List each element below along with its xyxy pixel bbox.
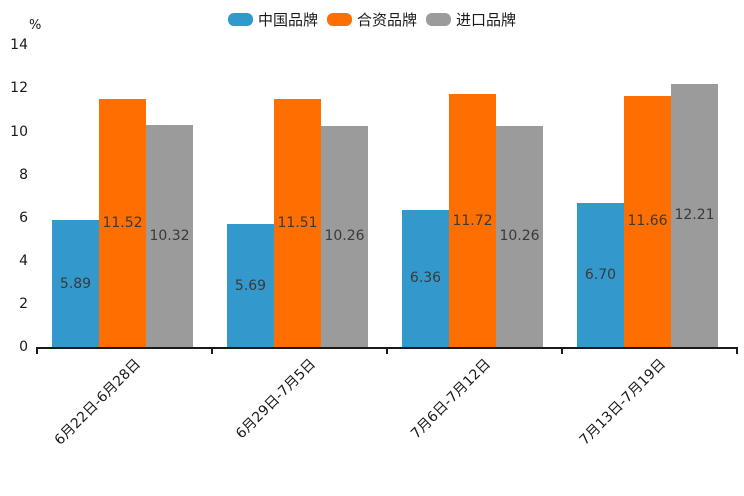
legend-item: 进口品牌 [426, 9, 516, 30]
y-axis-tick-label: 2 [19, 295, 28, 312]
y-axis-tick-label: 14 [10, 37, 28, 54]
legend-swatch [326, 13, 352, 26]
x-axis-tick [386, 349, 388, 354]
bar: 11.66 [624, 95, 671, 347]
legend: 中国品牌 合资品牌 进口品牌 [0, 9, 744, 30]
bar-value-label: 6.70 [584, 266, 617, 283]
x-axis-tick [561, 349, 563, 354]
x-axis-label: 6月29日-7月5日 [232, 356, 319, 443]
x-axis-tick [736, 349, 738, 354]
legend-item: 合资品牌 [326, 9, 417, 30]
y-axis-tick-label: 0 [19, 339, 28, 355]
bar-value-label: 5.69 [234, 277, 267, 294]
bar-value-label: 10.26 [324, 228, 365, 245]
bar: 5.69 [227, 224, 274, 347]
y-axis-tick-label: 6 [19, 209, 28, 226]
x-axis-label: 7月6日-7月12日 [407, 356, 494, 443]
bar-value-label: 11.72 [452, 212, 493, 229]
bar-value-label: 11.51 [277, 214, 318, 231]
x-axis-tick [211, 349, 213, 354]
bar: 10.26 [321, 125, 368, 347]
bar: 11.72 [449, 94, 496, 347]
bar: 11.51 [274, 98, 321, 347]
bar: 10.26 [496, 125, 543, 347]
legend-item-label: 合资品牌 [356, 11, 417, 29]
bar-value-label: 11.52 [102, 214, 143, 231]
bar-value-label: 5.89 [59, 275, 92, 292]
legend-swatch [426, 13, 451, 26]
y-axis-tick-label: 4 [19, 252, 28, 269]
bar-value-label: 6.36 [409, 270, 442, 287]
bar-value-label: 12.21 [674, 207, 715, 224]
bar-value-label: 11.66 [627, 213, 668, 230]
bar: 10.32 [146, 124, 193, 347]
bar-value-label: 10.26 [499, 228, 540, 245]
y-axis-tick-label: 8 [19, 166, 28, 183]
bar: 5.89 [52, 220, 99, 347]
bar: 11.52 [99, 98, 146, 347]
y-axis-unit-label: % [29, 18, 42, 33]
legend-item: 中国品牌 [227, 9, 318, 30]
legend-swatch [227, 13, 253, 26]
y-axis-tick-label: 12 [10, 80, 28, 97]
bar: 12.21 [671, 83, 718, 347]
x-axis-label: 6月22日-6月28日 [51, 356, 144, 449]
bar: 6.36 [402, 209, 449, 347]
x-axis-tick [36, 349, 38, 354]
legend-item-label: 中国品牌 [257, 11, 318, 29]
legend-item-label: 进口品牌 [456, 11, 517, 29]
bar: 6.70 [577, 202, 624, 347]
bar-value-label: 10.32 [149, 227, 190, 244]
x-axis-line [36, 347, 738, 349]
x-axis-label: 7月13日-7月19日 [576, 356, 669, 449]
y-axis-tick-label: 10 [10, 123, 28, 140]
